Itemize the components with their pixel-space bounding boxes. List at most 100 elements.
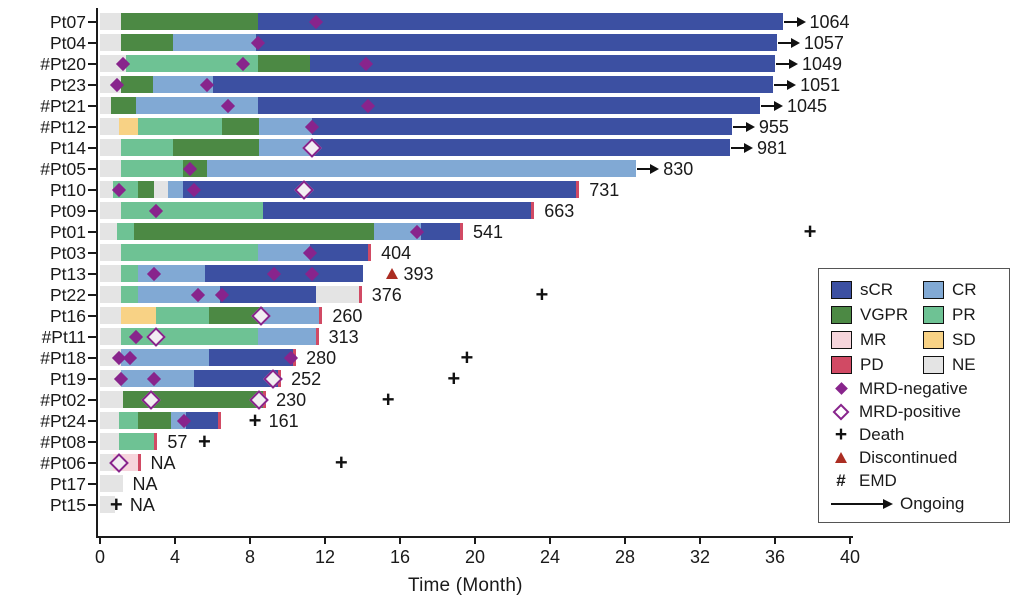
bar-segment-NE	[100, 391, 123, 408]
open-diamond-icon	[832, 403, 850, 420]
MR-swatch-icon	[831, 330, 852, 349]
legend-item-MR: MR	[831, 327, 923, 352]
legend-label: MRD-positive	[859, 401, 962, 421]
bar-segment-NE	[100, 244, 121, 261]
bar-segment-VGPR	[120, 13, 258, 30]
y-axis-line	[96, 8, 98, 537]
bar-segment-VGPR	[122, 391, 264, 408]
plus-icon: +	[834, 422, 848, 446]
legend-item-VGPR: VGPR	[831, 302, 923, 327]
patient-label: #Pt08	[40, 431, 86, 452]
patient-label: Pt16	[50, 305, 86, 326]
ongoing-arrow-head	[650, 163, 660, 174]
patient-label: Pt13	[50, 263, 86, 284]
bar-segment-CR	[167, 181, 183, 198]
ongoing-arrow	[783, 20, 797, 23]
bar-segment-sCR	[310, 55, 775, 72]
ongoing-arrow-head	[789, 58, 798, 69]
bar-value-label: NA	[132, 473, 158, 494]
PR-swatch-icon	[923, 305, 944, 324]
ongoing-arrow-head	[790, 37, 800, 48]
x-tick-mark	[624, 537, 626, 544]
bar-segment-SD	[118, 118, 138, 135]
legend-label: CR	[952, 279, 977, 299]
patient-axis-tick	[88, 251, 96, 254]
patient-label: Pt09	[50, 200, 86, 221]
patient-label: Pt15	[50, 494, 86, 515]
filled-diamond-icon	[834, 382, 848, 395]
ongoing-arrow-head	[787, 79, 797, 90]
bar-segment-sCR	[208, 349, 294, 366]
sCR-swatch-icon	[831, 280, 852, 299]
bar-segment-sCR	[257, 13, 783, 30]
patient-axis-tick	[88, 461, 96, 464]
patient-axis-tick	[88, 335, 96, 338]
bar-segment-NE	[100, 139, 121, 156]
bar-segment-CR	[263, 307, 320, 324]
patient-axis-tick	[88, 503, 96, 506]
x-tick-label: 0	[94, 547, 105, 567]
x-tick-label: 4	[169, 547, 180, 567]
death-marker: +	[334, 449, 348, 475]
patient-label: #Pt11	[41, 326, 86, 347]
bar-segment-NE	[100, 265, 121, 282]
bar-segment-CR	[259, 118, 312, 135]
bar-value-label: 1051	[800, 74, 841, 95]
ongoing-arrow	[637, 167, 651, 170]
patient-label: Pt10	[50, 179, 86, 200]
bar-value-label: NA	[150, 452, 176, 473]
bar-segment-NE	[100, 412, 119, 429]
legend-item-NE: NE	[923, 352, 1001, 377]
patient-label: #Pt06	[40, 452, 86, 473]
patient-axis-tick	[88, 356, 96, 359]
bar-segment-NE	[100, 34, 121, 51]
x-tick-mark	[699, 537, 701, 544]
legend-item-mrd_positive: MRD-positive	[831, 400, 1001, 423]
ongoing-arrow-head	[796, 16, 806, 27]
legend-marker-items: MRD-negative MRD-positive + Death Discontinu…	[831, 377, 1001, 516]
bar-value-label: 1057	[803, 32, 844, 53]
x-tick-mark	[549, 537, 551, 544]
bar-segment-CR	[206, 160, 637, 177]
bar-segment-CR	[137, 286, 220, 303]
patient-axis-tick	[88, 104, 96, 107]
x-tick-label: 28	[614, 547, 636, 567]
bar-segment-NE	[100, 181, 114, 198]
bar-segment-PR	[118, 412, 138, 429]
patient-axis-tick	[88, 482, 96, 485]
bar-segment-PD	[358, 286, 362, 303]
x-tick-mark	[324, 537, 326, 544]
x-tick-mark	[774, 537, 776, 544]
bar-segment-sCR	[182, 181, 577, 198]
bar-segment-VGPR	[221, 118, 260, 135]
bar-segment-CR	[259, 139, 312, 156]
legend-item-sCR: sCR	[831, 277, 923, 302]
PD-swatch-icon	[831, 355, 852, 374]
legend-item-emd: # EMD	[831, 469, 1001, 492]
bar-segment-NE	[100, 202, 121, 219]
patient-label: #Pt20	[40, 53, 86, 74]
bar-value-label: 161	[268, 410, 299, 431]
bar-segment-VGPR	[120, 76, 153, 93]
patient-label: #Pt18	[40, 347, 86, 368]
bar-value-label: 541	[473, 221, 504, 242]
patient-axis-tick	[88, 167, 96, 170]
legend-label: PD	[860, 354, 884, 374]
patient-label: #Pt12	[40, 116, 86, 137]
patient-axis-tick	[88, 209, 96, 212]
legend-item-PR: PR	[923, 302, 1001, 327]
patient-label: Pt23	[50, 74, 86, 95]
bar-segment-sCR	[186, 412, 219, 429]
NE-swatch-icon	[923, 355, 944, 374]
patient-axis-tick	[88, 146, 96, 149]
bar-value-label: 1045	[787, 95, 828, 116]
patient-label: Pt04	[50, 32, 86, 53]
x-tick-mark	[474, 537, 476, 544]
death-marker: +	[109, 491, 123, 517]
x-tick-label: 16	[389, 547, 411, 567]
bar-value-label: 393	[403, 263, 434, 284]
death-marker: +	[248, 407, 262, 433]
bar-segment-CR	[257, 244, 310, 261]
